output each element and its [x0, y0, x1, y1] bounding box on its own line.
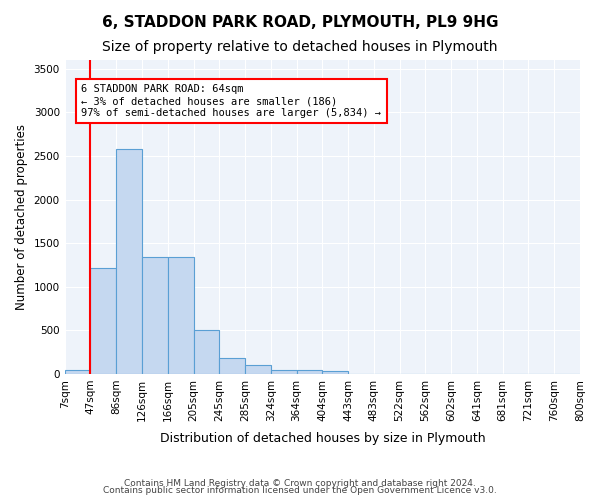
- Text: 6 STADDON PARK ROAD: 64sqm
← 3% of detached houses are smaller (186)
97% of semi: 6 STADDON PARK ROAD: 64sqm ← 3% of detac…: [82, 84, 382, 117]
- Bar: [91, 268, 116, 374]
- Bar: [322, 372, 348, 374]
- Bar: [296, 370, 322, 374]
- Bar: [142, 257, 168, 374]
- Y-axis label: Number of detached properties: Number of detached properties: [15, 124, 28, 310]
- Bar: [168, 257, 193, 374]
- X-axis label: Distribution of detached houses by size in Plymouth: Distribution of detached houses by size …: [160, 432, 485, 445]
- Bar: [116, 149, 142, 374]
- Text: Contains HM Land Registry data © Crown copyright and database right 2024.: Contains HM Land Registry data © Crown c…: [124, 478, 476, 488]
- Bar: [219, 358, 245, 374]
- Text: Size of property relative to detached houses in Plymouth: Size of property relative to detached ho…: [102, 40, 498, 54]
- Text: Contains public sector information licensed under the Open Government Licence v3: Contains public sector information licen…: [103, 486, 497, 495]
- Bar: [271, 370, 296, 374]
- Bar: [193, 330, 219, 374]
- Bar: [65, 370, 91, 374]
- Bar: [245, 365, 271, 374]
- Text: 6, STADDON PARK ROAD, PLYMOUTH, PL9 9HG: 6, STADDON PARK ROAD, PLYMOUTH, PL9 9HG: [102, 15, 498, 30]
